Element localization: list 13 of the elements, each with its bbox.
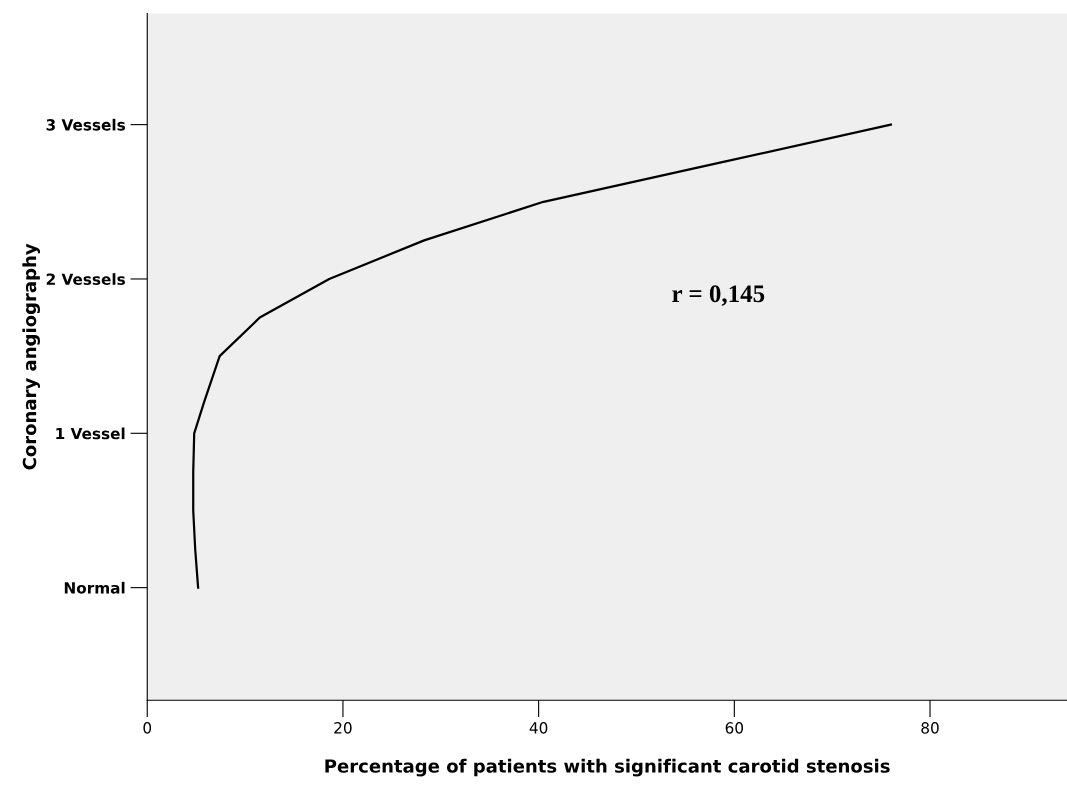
y-axis-title: Coronary angiography: [22, 243, 40, 470]
x-tick-label: 20: [334, 722, 352, 734]
x-tick-label: 0: [143, 722, 152, 734]
line-series: [192, 123, 892, 589]
x-tick-label: 80: [921, 722, 939, 734]
x-tick-label: 40: [529, 722, 548, 734]
y-tick-label: Normal: [64, 581, 125, 594]
y-tick-label: 3 Vessels: [46, 118, 125, 131]
annotation: r = 0,145: [672, 285, 765, 306]
y-tick-label: 1 Vessel: [56, 427, 125, 440]
y-tick-label: 2 Vessels: [46, 273, 125, 285]
x-tick-label: 60: [725, 722, 744, 734]
x-axis-title: Percentage of patients with significant carotid stenosis: [325, 758, 890, 777]
